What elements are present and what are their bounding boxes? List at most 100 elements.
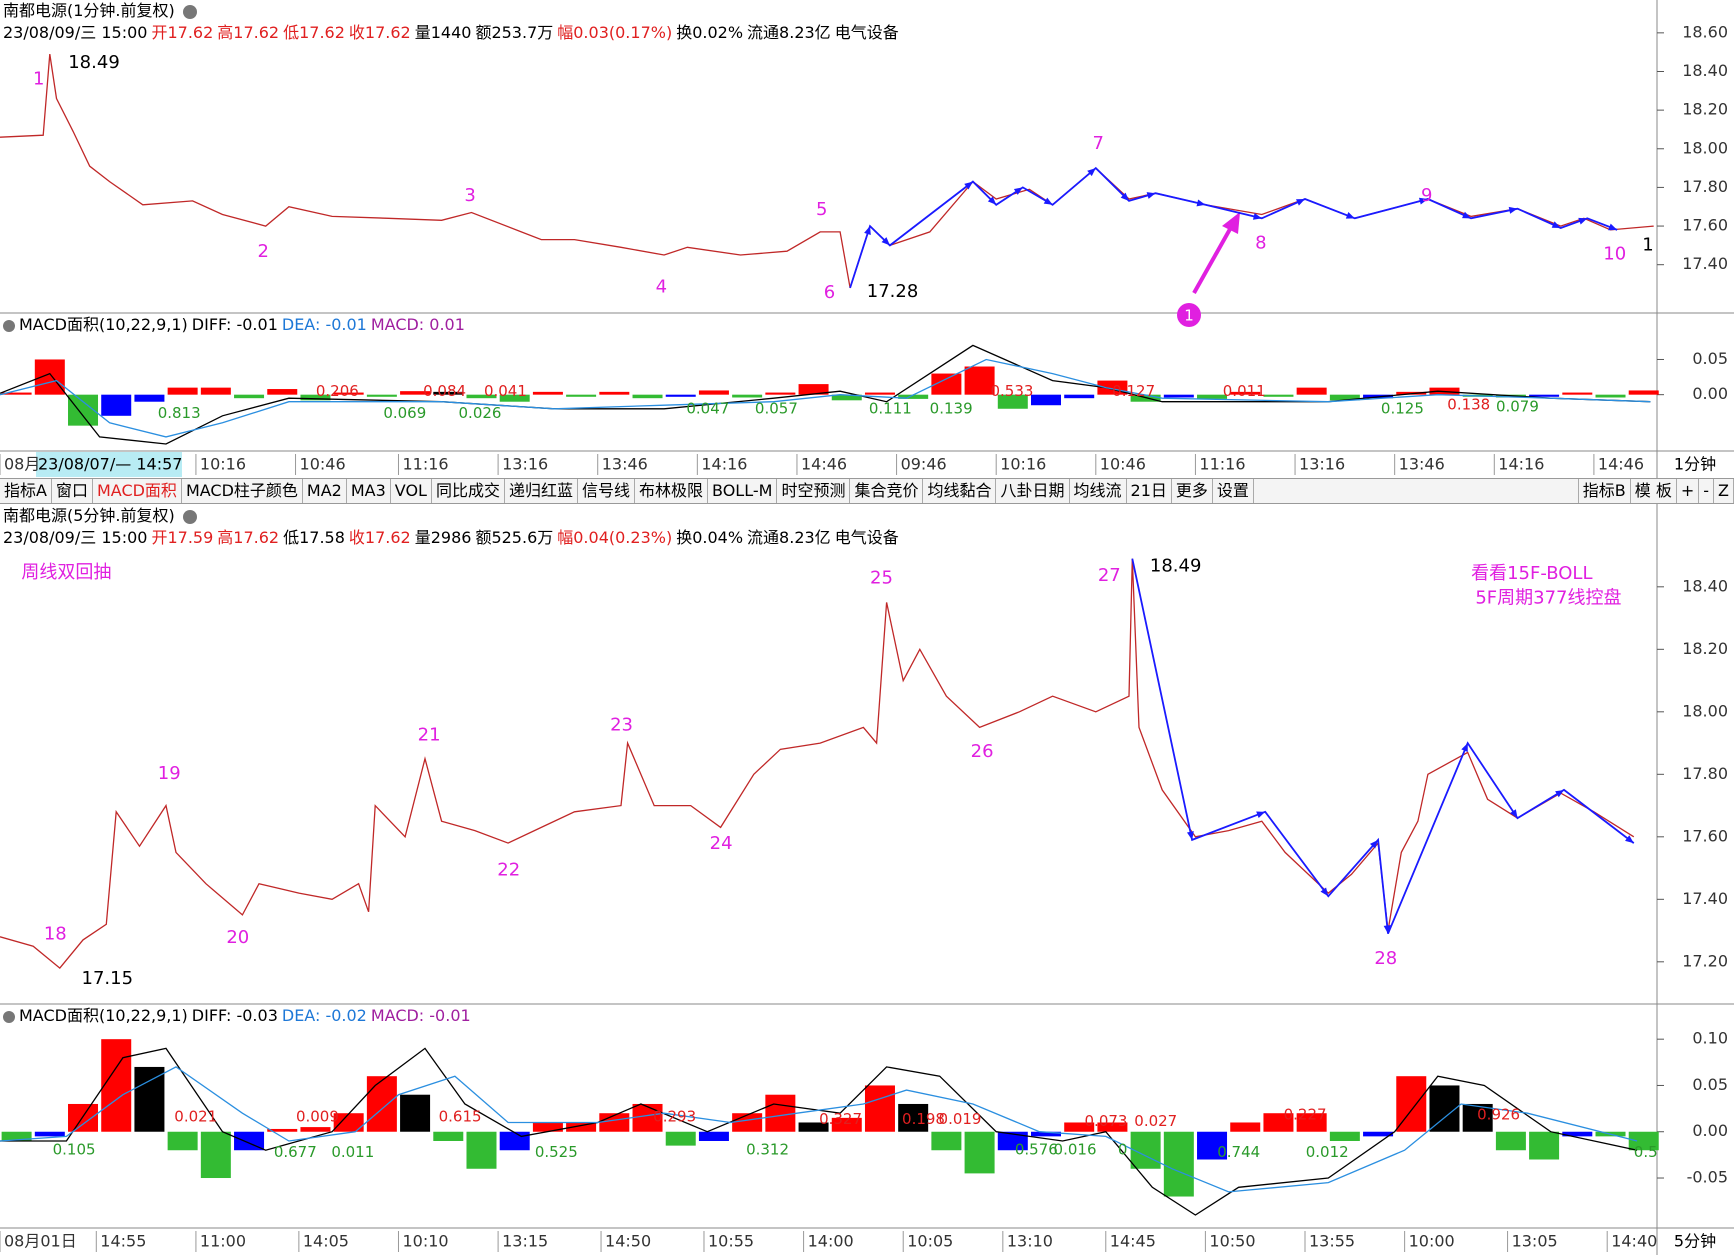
toolbar-button[interactable]: 递归红蓝 bbox=[505, 479, 578, 503]
x-tick-label: 10:50 bbox=[1209, 1232, 1255, 1251]
macd-bar bbox=[1, 1131, 32, 1141]
period-label[interactable]: 5分钟 bbox=[1674, 1232, 1716, 1251]
macd-bar bbox=[1197, 1131, 1228, 1160]
marker-arrowhead bbox=[1222, 212, 1240, 234]
macd-bar bbox=[1263, 1113, 1294, 1132]
toolbar-button[interactable]: 集合竞价 bbox=[850, 479, 924, 503]
toolbar-button[interactable]: 设置 bbox=[1213, 479, 1254, 503]
annotation: 22 bbox=[497, 859, 520, 880]
toolbar-button[interactable]: 均线流 bbox=[1070, 479, 1127, 503]
macd-bar bbox=[366, 1076, 397, 1132]
macd-bar bbox=[34, 1131, 65, 1137]
macd-bar bbox=[1529, 1131, 1560, 1160]
toolbar-button[interactable]: MA3 bbox=[347, 479, 391, 503]
dropdown-icon[interactable] bbox=[3, 1010, 15, 1023]
annotation: 0.111 bbox=[869, 400, 912, 418]
x-tick-label: 13:15 bbox=[502, 1232, 548, 1251]
toolbar-button[interactable]: 八卦日期 bbox=[996, 479, 1070, 503]
toolbar-button[interactable]: 指标A bbox=[0, 479, 52, 503]
annotation: 8 bbox=[1255, 232, 1266, 253]
macd-bar bbox=[1562, 1131, 1593, 1137]
toolbar-button[interactable]: MACD柱子颜色 bbox=[182, 479, 303, 503]
annotation: 0.227 bbox=[1284, 1105, 1327, 1123]
toolbar-button[interactable]: 同比成交 bbox=[432, 479, 505, 503]
annotation: 0.069 bbox=[383, 404, 426, 422]
annotation: 19 bbox=[158, 763, 181, 784]
macd-bar bbox=[532, 391, 563, 395]
annotation: 0.125 bbox=[1381, 400, 1424, 418]
annotation: 0.293 bbox=[653, 1108, 696, 1126]
annotation: 0.139 bbox=[930, 400, 973, 418]
annotation: 3 bbox=[464, 185, 475, 206]
dropdown-icon[interactable] bbox=[182, 509, 197, 524]
macd-bar bbox=[931, 373, 962, 395]
macd-bar bbox=[366, 394, 397, 397]
toolbar-button[interactable]: BOLL-M bbox=[708, 479, 778, 503]
zigzag-arrowhead bbox=[1345, 212, 1355, 219]
toolbar-button[interactable]: 窗口 bbox=[52, 479, 93, 503]
annotation: 17.28 bbox=[867, 281, 919, 302]
info-item: 收17.62 bbox=[348, 23, 411, 42]
toolbar-button[interactable]: 信号线 bbox=[578, 479, 635, 503]
zigzag-arrowhead bbox=[881, 237, 890, 246]
zigzag-arrowhead bbox=[1551, 221, 1561, 228]
x-tick-label: 11:16 bbox=[1199, 455, 1245, 474]
period-label[interactable]: 1分钟 bbox=[1674, 455, 1716, 474]
annotation: 9 bbox=[1421, 185, 1432, 206]
zigzag-arrowhead bbox=[1510, 809, 1518, 819]
toolbar-button[interactable]: + bbox=[1677, 479, 1700, 503]
x-tick-label: 13:10 bbox=[1007, 1232, 1053, 1251]
macd-bar bbox=[167, 1131, 198, 1151]
annotation: 5 bbox=[816, 199, 827, 220]
macd-bar bbox=[997, 394, 1028, 409]
x-tick-label: 14:00 bbox=[808, 1232, 854, 1251]
macd-bar bbox=[732, 1113, 763, 1132]
toolbar-button[interactable]: 均线黏合 bbox=[923, 479, 997, 503]
annotation: 0.5 bbox=[1634, 1143, 1658, 1161]
toolbar-button[interactable]: 21日 bbox=[1127, 479, 1172, 503]
macd-bar bbox=[765, 392, 796, 395]
x-tick-label: 13:05 bbox=[1512, 1232, 1558, 1251]
info-item: 高17.62 bbox=[217, 23, 280, 42]
toolbar-button[interactable]: 指标B bbox=[1579, 479, 1631, 503]
toolbar-button[interactable]: 时空预测 bbox=[777, 479, 851, 503]
annotation: 18 bbox=[44, 924, 67, 945]
macd-bar bbox=[599, 1113, 630, 1132]
y-tick-label: 18.40 bbox=[1682, 61, 1728, 80]
info-item: 高17.62 bbox=[217, 528, 280, 547]
annotation: 0.079 bbox=[1496, 398, 1539, 416]
zigzag-arrowhead bbox=[1320, 887, 1329, 897]
toolbar-button[interactable]: - bbox=[1699, 479, 1715, 503]
zigzag-arrowhead bbox=[1578, 217, 1588, 225]
macd-bar bbox=[1329, 394, 1360, 401]
dropdown-icon[interactable] bbox=[3, 319, 15, 332]
zigzag-arrowhead bbox=[1369, 839, 1379, 849]
y-tick-label: 17.40 bbox=[1682, 889, 1728, 908]
annotation: 7 bbox=[1093, 133, 1104, 154]
toolbar-button[interactable]: 模 板 bbox=[1631, 479, 1677, 503]
toolbar-button[interactable]: MA2 bbox=[303, 479, 347, 503]
macd-bar bbox=[267, 1128, 298, 1132]
zigzag-arrowhead bbox=[1555, 789, 1565, 798]
x-tick-label: 14:05 bbox=[303, 1232, 349, 1251]
toolbar-button[interactable]: VOL bbox=[391, 479, 432, 503]
toolbar-button[interactable]: MACD面积 bbox=[93, 479, 182, 503]
toolbar-button[interactable]: 更多 bbox=[1172, 479, 1213, 503]
macd-bar bbox=[101, 1039, 132, 1132]
macd-bar bbox=[333, 1113, 364, 1132]
series-line bbox=[0, 358, 1651, 438]
macd-bar bbox=[466, 1131, 497, 1169]
x-tick-label: 14:46 bbox=[801, 455, 847, 474]
annotation: 0.198 bbox=[902, 1110, 945, 1128]
x-tick-label: 14:40 bbox=[1611, 1232, 1657, 1251]
y-tick-label: 18.20 bbox=[1682, 100, 1728, 119]
toolbar-button[interactable]: Z bbox=[1714, 479, 1734, 503]
x-tick-label: 10:05 bbox=[907, 1232, 953, 1251]
dropdown-icon[interactable] bbox=[182, 4, 197, 19]
zigzag-arrowhead bbox=[1087, 168, 1096, 177]
x-tick-label: 11:00 bbox=[200, 1232, 246, 1251]
toolbar-button[interactable]: 布林极限 bbox=[635, 479, 709, 503]
macd-bar bbox=[997, 1131, 1028, 1151]
macd-bar bbox=[300, 394, 331, 401]
